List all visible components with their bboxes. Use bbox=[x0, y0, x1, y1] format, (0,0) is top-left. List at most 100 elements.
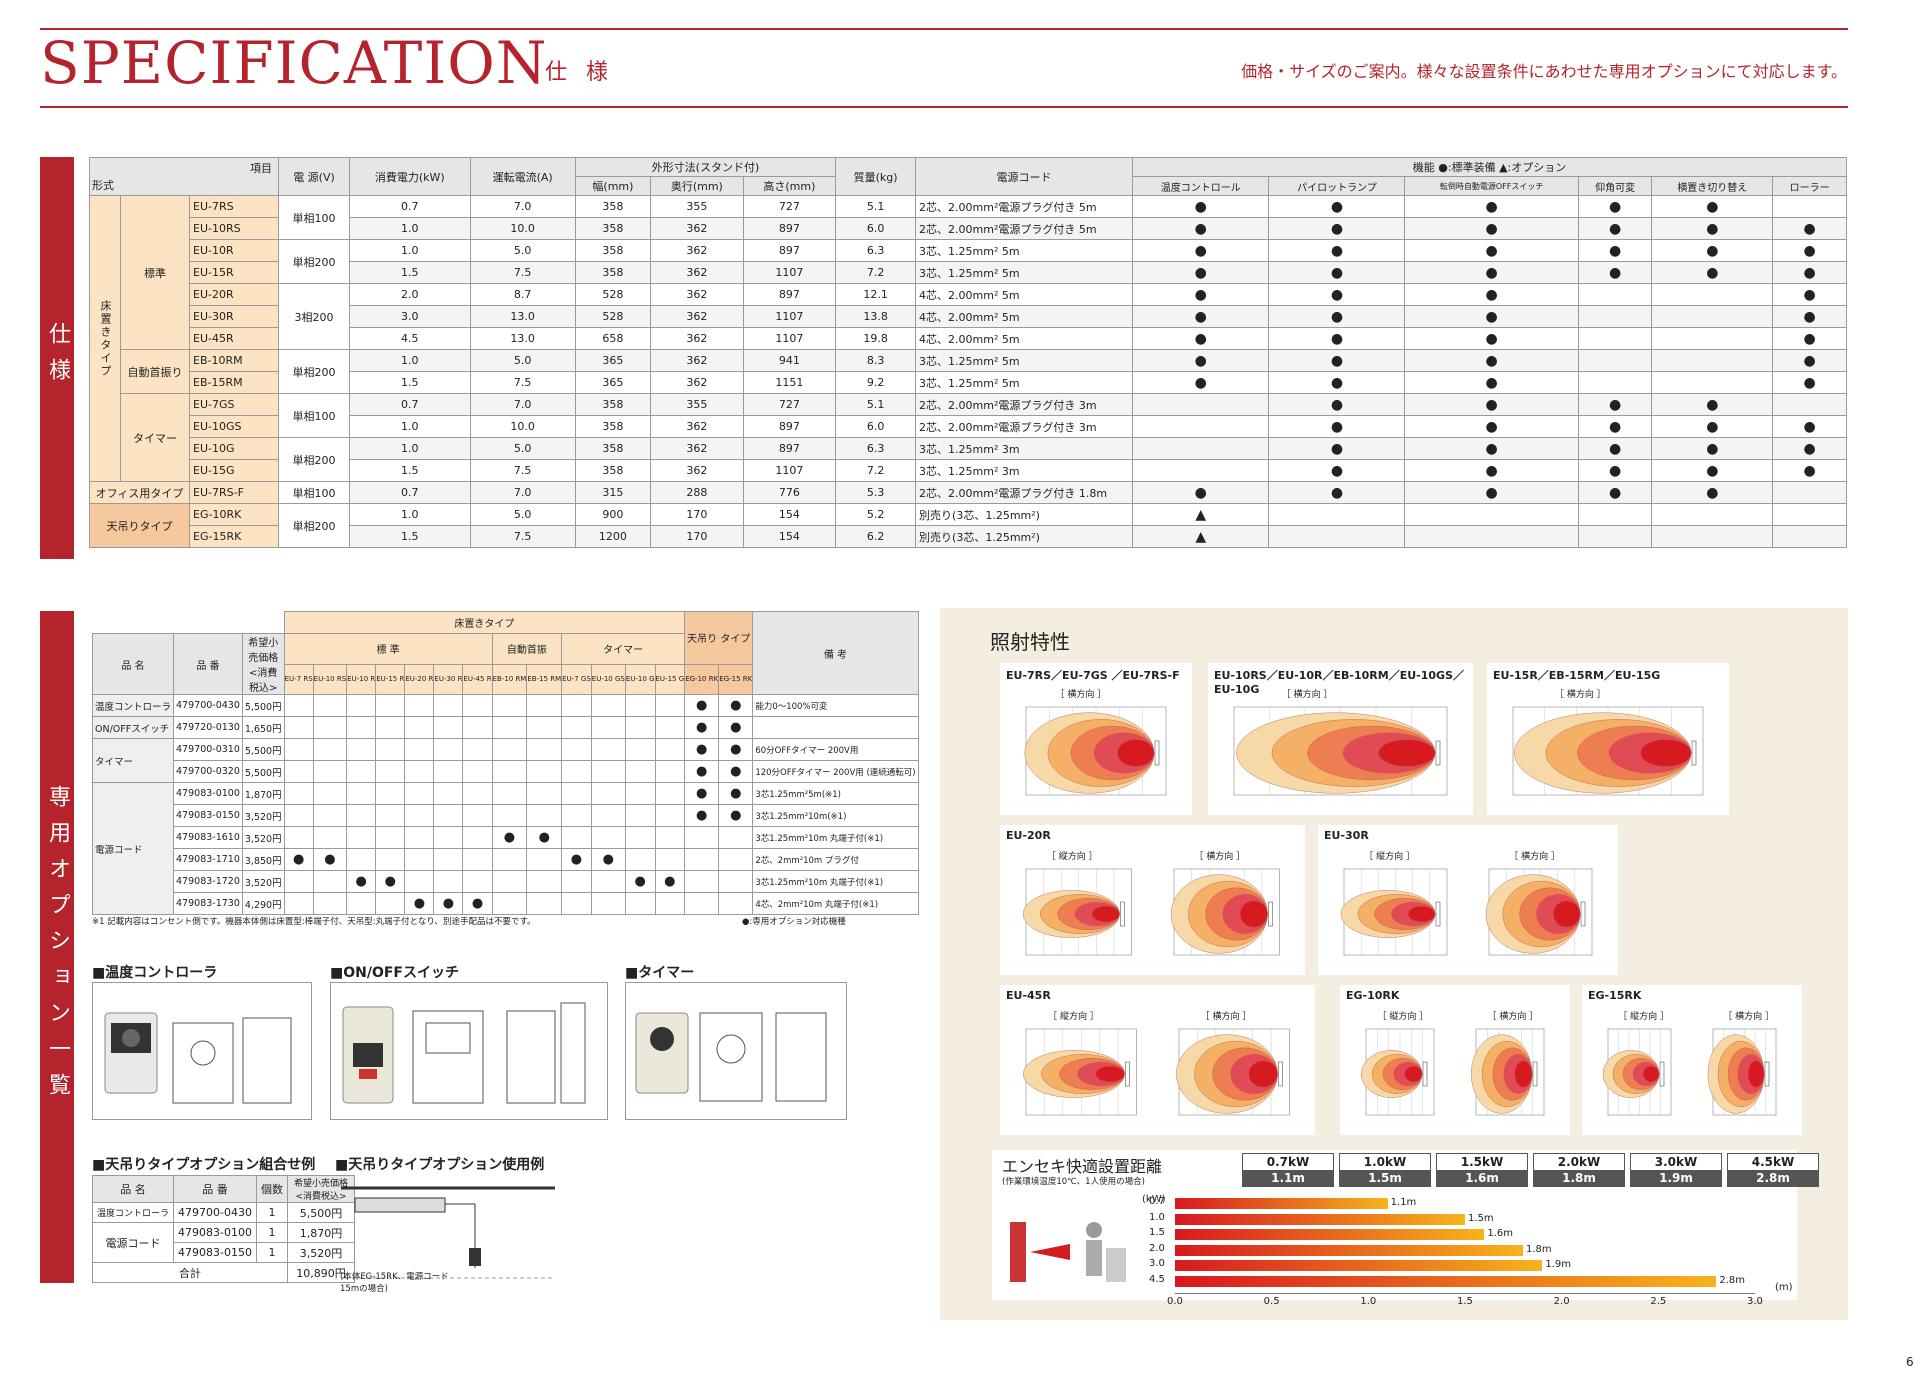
opt-model-col: EU-10 GS bbox=[590, 663, 626, 695]
option-compat-cell bbox=[561, 738, 592, 761]
spec-feature-mark: ● bbox=[1772, 459, 1847, 482]
option-compat-cell bbox=[433, 870, 464, 893]
option-compat-cell bbox=[590, 892, 626, 915]
distance-cell-m: 1.9m bbox=[1631, 1170, 1721, 1186]
option-price: 5,500円 bbox=[241, 760, 285, 783]
spec-h: 154 bbox=[742, 525, 837, 548]
irradiation-contour bbox=[1175, 1028, 1290, 1116]
spec-d: 362 bbox=[650, 459, 744, 482]
option-price: 1,650円 bbox=[241, 716, 285, 739]
spec-voltage: 単相100 bbox=[278, 393, 350, 438]
spec-kw: 3.0 bbox=[349, 305, 471, 328]
distance-cell-kw: 0.7kW bbox=[1266, 1155, 1310, 1169]
spec-feature-mark bbox=[1651, 349, 1774, 372]
irradiation-direction-label: ［ 横方向 ］ bbox=[1555, 690, 1606, 700]
option-price: 3,850円 bbox=[241, 848, 285, 871]
option-price: 3,520円 bbox=[241, 870, 285, 893]
option-compat-cell bbox=[433, 716, 464, 739]
spec-cord: 3芯、1.25mm² 3m bbox=[915, 437, 1134, 460]
option-compat-cell bbox=[375, 892, 406, 915]
option-compat-cell bbox=[433, 694, 464, 717]
spec-feature-mark: ● bbox=[1577, 481, 1653, 504]
option-compat-cell: ● bbox=[718, 804, 754, 827]
options-note: ※1 記載内容はコンセント側です。機器本体側は床置型:棒端子付、天吊型:丸端子付… bbox=[92, 917, 536, 927]
col-weight: 質量(kg) bbox=[835, 157, 917, 196]
option-remarks: 2芯、2mm²10m プラグ付 bbox=[752, 848, 919, 871]
spec-kw: 2.0 bbox=[349, 283, 471, 306]
option-compat-cell bbox=[462, 738, 493, 761]
spec-d: 170 bbox=[650, 503, 744, 526]
option-compat-cell bbox=[590, 760, 626, 783]
combo-price: 3,520円 bbox=[286, 1242, 355, 1263]
spec-table: 項目 形式 電 源(V) 消費電力(kW) 運転電流(A) 外形寸法(スタンド付… bbox=[89, 157, 1847, 548]
opt-code-header: 品 番 bbox=[173, 633, 243, 695]
spec-model: EU-7GS bbox=[189, 393, 279, 416]
distance-cell: 1.5kW 1.6m bbox=[1436, 1153, 1528, 1187]
distance-category-label: 0.7 bbox=[1149, 1196, 1165, 1207]
spec-cord: 4芯、2.00mm² 5m bbox=[915, 283, 1134, 306]
spec-a: 7.0 bbox=[469, 195, 576, 218]
spec-cord: 4芯、2.00mm² 5m bbox=[915, 305, 1134, 328]
spec-kg: 6.0 bbox=[835, 217, 917, 240]
spec-voltage: 単相200 bbox=[278, 349, 350, 394]
irradiation-direction-label: ［ 縦方向 ］ bbox=[1618, 1012, 1669, 1022]
option-compat-cell bbox=[462, 760, 493, 783]
header-rule bbox=[40, 106, 1848, 108]
spec-feature-mark: ● bbox=[1577, 261, 1653, 284]
option-compat-cell bbox=[433, 804, 464, 827]
spec-kg: 5.1 bbox=[835, 195, 917, 218]
distance-cell-kw: 1.0kW bbox=[1363, 1155, 1407, 1169]
option-compat-cell bbox=[718, 892, 754, 915]
option-compat-cell: ● bbox=[561, 848, 592, 871]
spec-feature-mark: ● bbox=[1268, 349, 1406, 372]
spec-kg: 5.2 bbox=[835, 503, 917, 526]
option-name: タイマー bbox=[91, 738, 175, 783]
spec-cord: 3芯、1.25mm² 3m bbox=[915, 459, 1134, 482]
spec-feature-mark: ● bbox=[1132, 481, 1270, 504]
spec-kw: 1.5 bbox=[349, 459, 471, 482]
spec-feature-mark: ● bbox=[1404, 283, 1579, 306]
option-compat-cell: ● bbox=[375, 870, 406, 893]
option-compat-cell bbox=[283, 870, 314, 893]
spec-feature-mark bbox=[1651, 371, 1774, 394]
spec-a: 5.0 bbox=[469, 437, 576, 460]
option-compat-cell bbox=[433, 760, 464, 783]
spec-feature-mark: ● bbox=[1577, 393, 1653, 416]
option-compat-cell bbox=[404, 694, 435, 717]
option-compat-cell bbox=[491, 760, 528, 783]
spec-kg: 12.1 bbox=[835, 283, 917, 306]
distance-x-tick: 2.5 bbox=[1650, 1296, 1667, 1307]
option-compat-cell bbox=[654, 694, 686, 717]
spec-kg: 6.2 bbox=[835, 525, 917, 548]
option-compat-cell bbox=[624, 716, 656, 739]
option-compat-cell: ● bbox=[718, 760, 754, 783]
option-compat-cell bbox=[590, 716, 626, 739]
irradiation-contour bbox=[1170, 868, 1280, 956]
distance-cell-kw: 3.0kW bbox=[1654, 1155, 1698, 1169]
option-compat-cell bbox=[462, 716, 493, 739]
spec-feature-mark: ● bbox=[1132, 371, 1270, 394]
option-row: タイマー 479700-0310 5,500円 ● ● 60分OFFタイマー 200V用 bbox=[91, 738, 919, 783]
spec-feature-mark bbox=[1577, 371, 1653, 394]
corner-type: 形式 bbox=[92, 179, 114, 192]
spec-row: EU-45R 4.5 13.0 658 362 1107 19.8 4芯、2.00mm² 5m… bbox=[90, 327, 1847, 350]
col-height: 高さ(mm) bbox=[742, 176, 837, 196]
option-compat-cell: ● bbox=[684, 804, 720, 827]
option-compat-cell bbox=[526, 694, 563, 717]
spec-feature-mark: ● bbox=[1268, 195, 1406, 218]
option-compat-cell bbox=[346, 848, 377, 871]
irradiation-chart-title: EG-10RK bbox=[1346, 989, 1400, 1002]
option-compat-cell bbox=[404, 804, 435, 827]
spec-feature-mark bbox=[1268, 503, 1406, 526]
spec-voltage: 単相200 bbox=[278, 503, 350, 548]
spec-feature-mark: ● bbox=[1577, 437, 1653, 460]
irradiation-direction-label: ［ 横方向 ］ bbox=[1509, 852, 1560, 862]
irradiation-chart: EU-10RS／EU-10R／EB-10RM／EU-10GS／EU-10G ［ 横… bbox=[1208, 663, 1473, 815]
option-code: 479700-0310 bbox=[173, 738, 243, 761]
option-compat-cell: ● bbox=[718, 694, 754, 717]
option-compat-cell bbox=[283, 892, 314, 915]
option-compat-cell bbox=[526, 848, 563, 871]
spec-h: 1107 bbox=[742, 261, 837, 284]
opt-model-col: EU-10 R bbox=[346, 663, 377, 695]
spec-feature-mark: ● bbox=[1772, 415, 1847, 438]
